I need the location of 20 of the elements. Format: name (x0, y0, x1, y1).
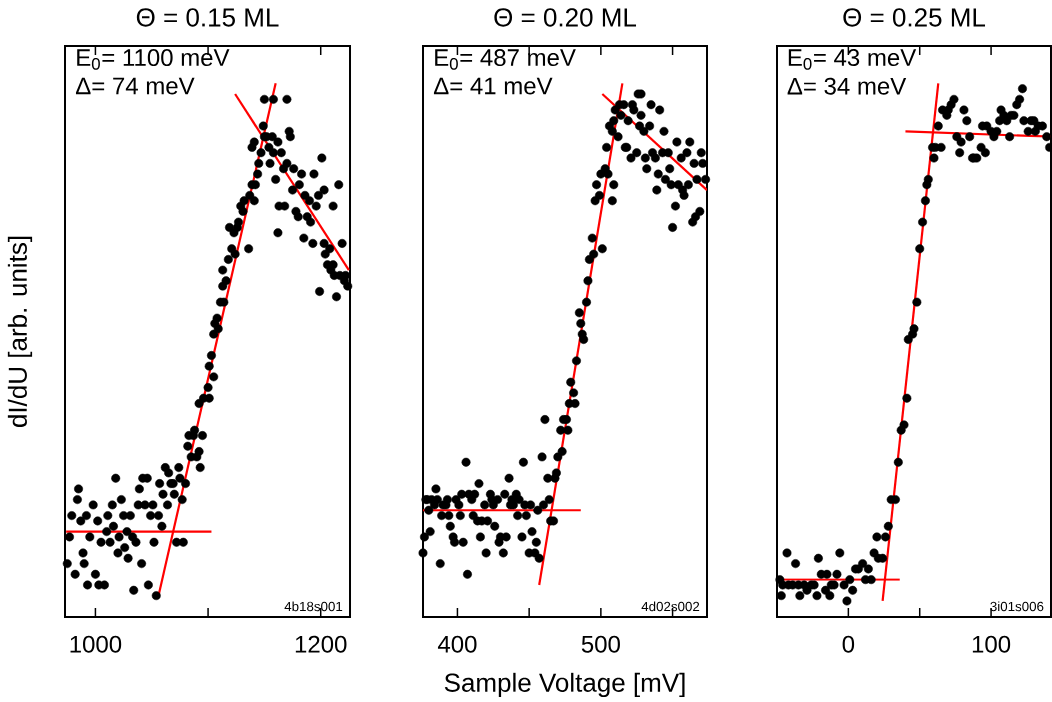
annotation: 3i01s006 (990, 601, 1044, 612)
x-axis-title: Sample Voltage [mV] (444, 672, 685, 698)
x-tick-label: 400 (437, 635, 477, 653)
chart-title: Θ = 0.20 ML (494, 8, 637, 27)
annotation: Δ= 34 meV (787, 77, 907, 95)
x-tick-label: 0 (842, 635, 855, 653)
chart-title: Θ = 0.25 ML (843, 8, 986, 27)
y-axis-title: dI/dU [arb. units] (7, 236, 33, 427)
annotation: 4b18s001 (284, 601, 343, 612)
annotation: Δ= 41 meV (433, 77, 553, 95)
text: E$_{0}$= 487 meV (435, 49, 576, 70)
x-tick-label: 1200 (295, 635, 347, 653)
text: E$_{0}$= 43 meV (788, 49, 917, 70)
x-tick-label: 1000 (70, 635, 122, 653)
chart-title: Θ = 0.15 ML (136, 8, 279, 27)
x-tick-label: 100 (972, 635, 1011, 653)
x-tick-label: 500 (581, 635, 620, 653)
annotation: Δ= 74 meV (75, 77, 195, 95)
text: E$_{0}$= 1100 meV (77, 49, 230, 70)
annotation: 4d02s002 (641, 601, 700, 612)
